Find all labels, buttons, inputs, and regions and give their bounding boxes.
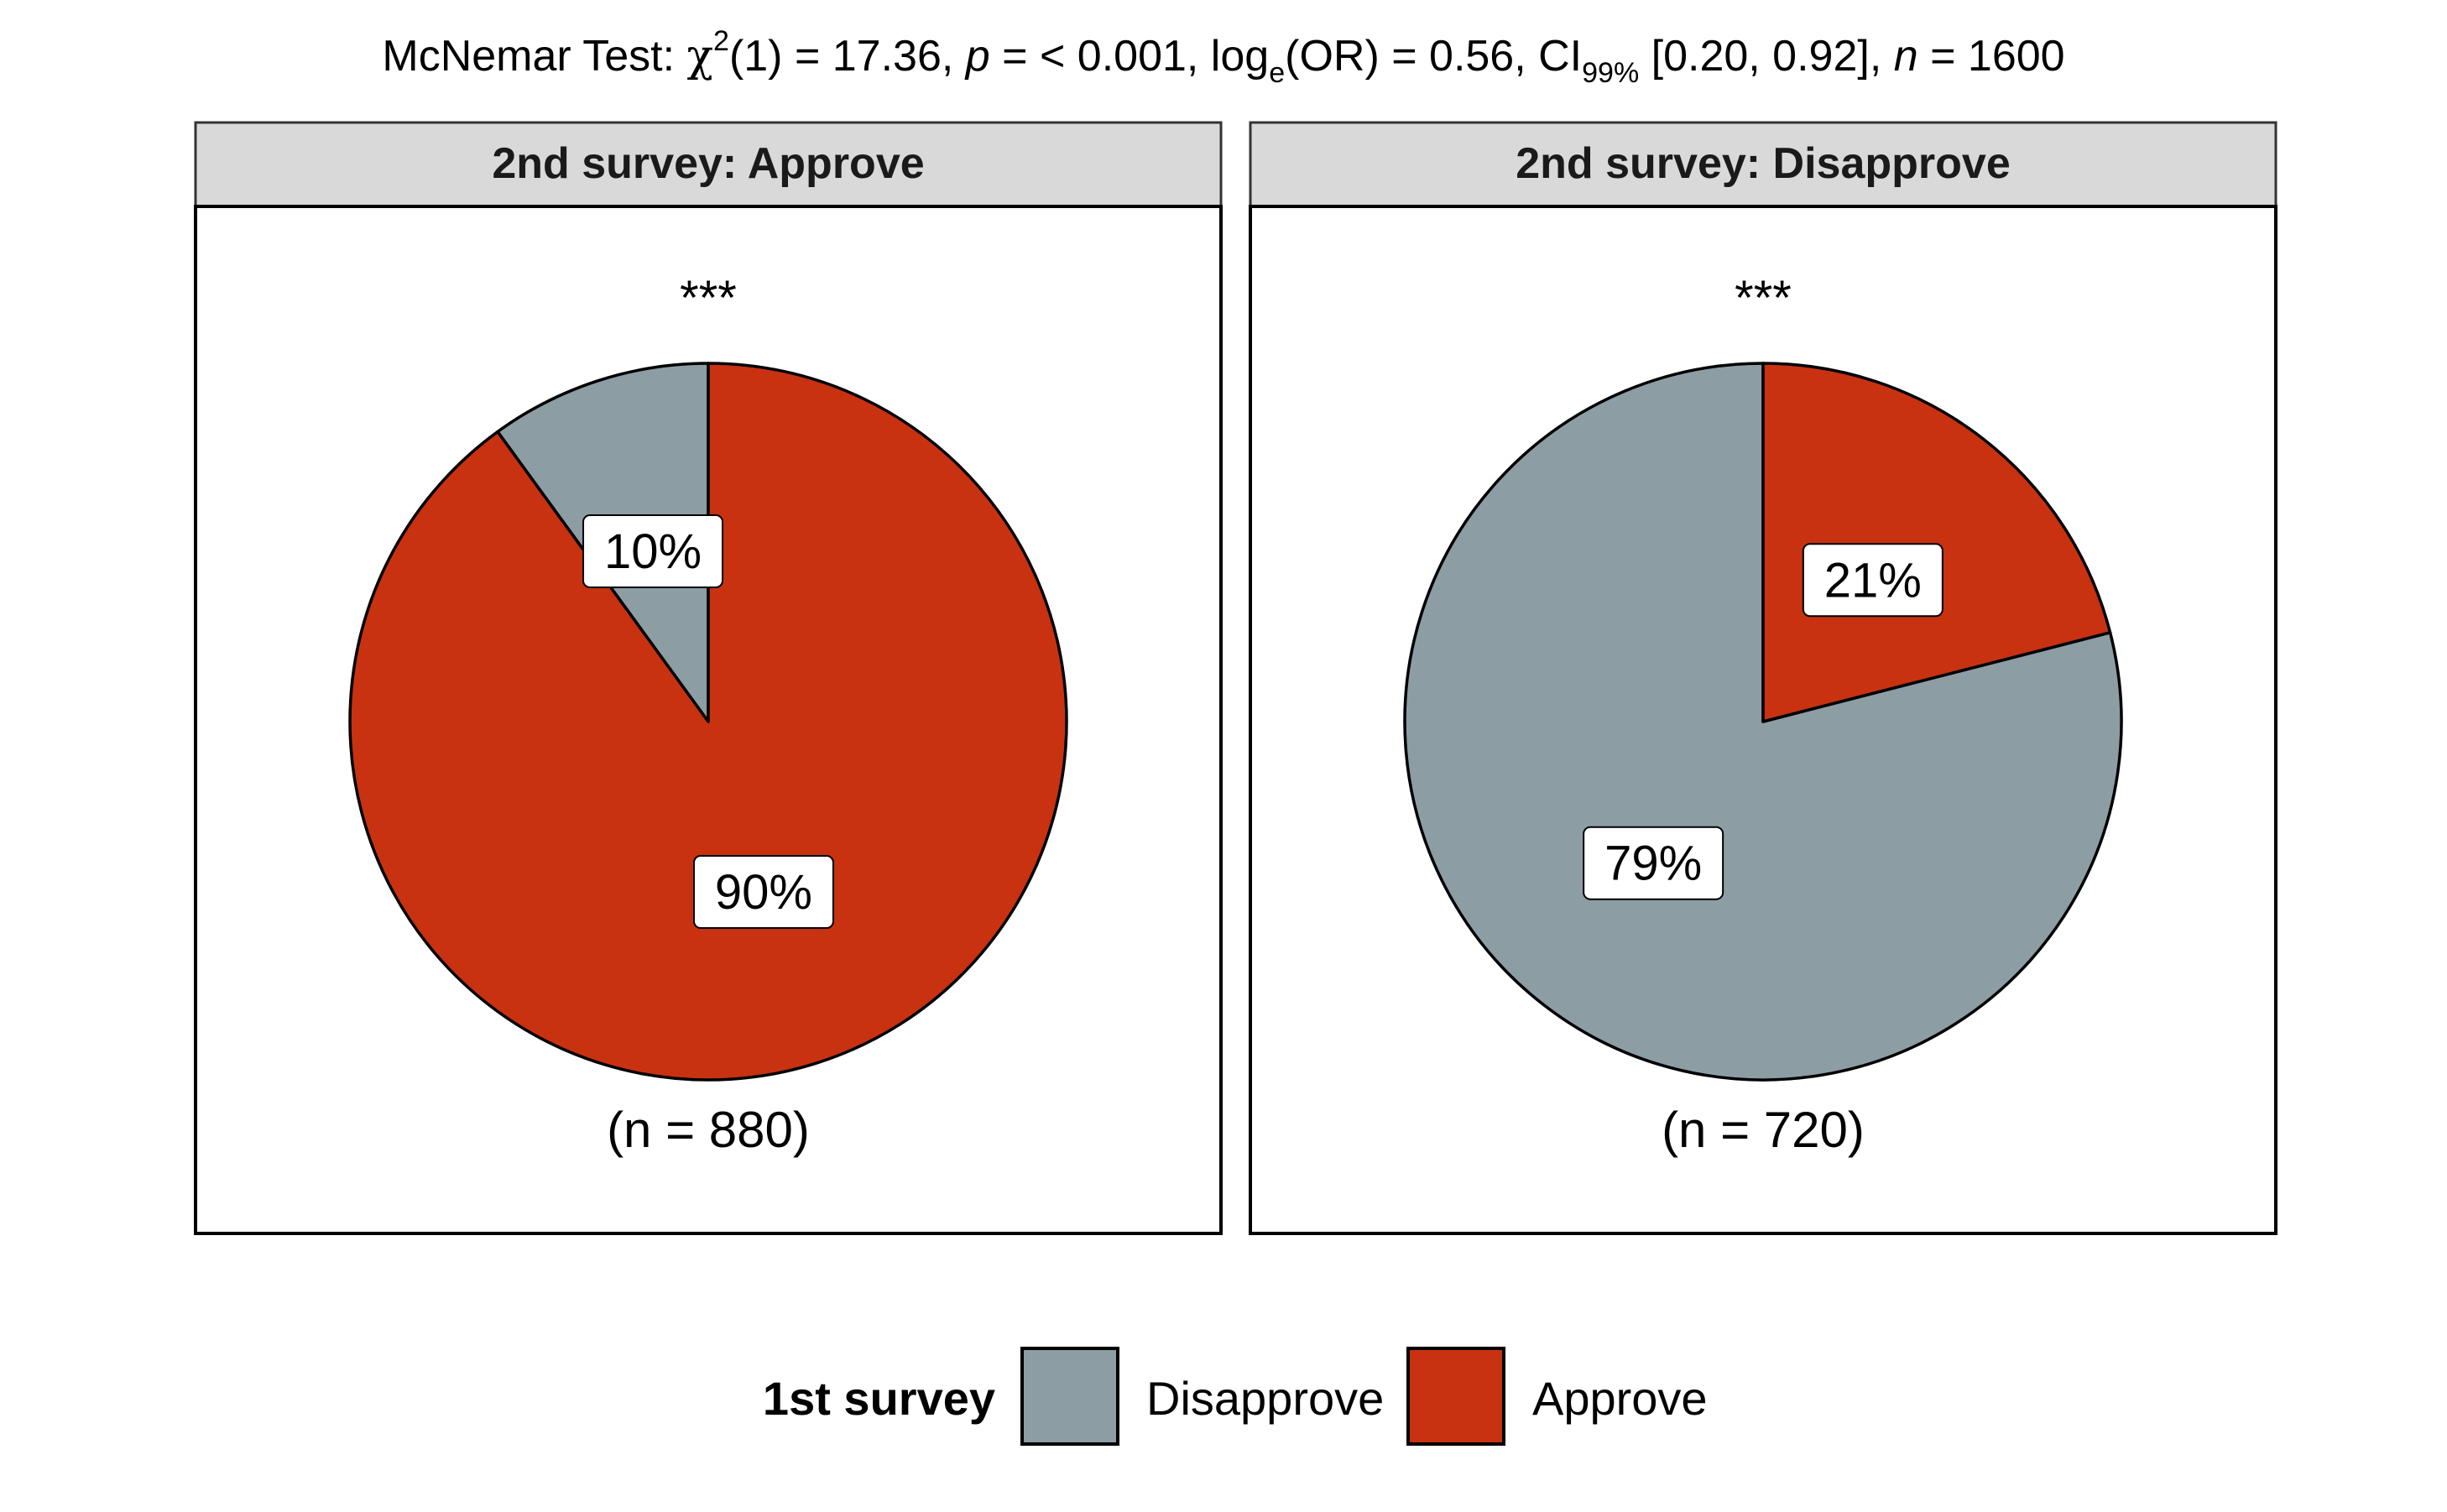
facet-panel-2: 2nd survey: Disapprove 79% 21% *** (n = 720) <box>1249 121 2277 1235</box>
legend-title: 1st survey <box>763 1372 995 1425</box>
pie-slice-approve <box>348 362 1068 1082</box>
slice-label: 90% <box>692 855 834 930</box>
facet-strip-label: 2nd survey: Approve <box>492 139 924 188</box>
sample-size-label: (n = 880) <box>607 1102 810 1158</box>
legend: 1st survey Disapprove Approve <box>763 1347 1708 1446</box>
slice-label: 21% <box>1802 543 1944 618</box>
svg-text:90%: 90% <box>715 865 812 920</box>
legend-key-disapprove <box>1020 1347 1119 1446</box>
significance-label: *** <box>1735 271 1792 326</box>
facet-panel-1: 2nd survey: Approve 10% 90% *** (n = 880) <box>194 121 1223 1235</box>
sample-size-label: (n = 720) <box>1662 1102 1865 1158</box>
pie-slice-approve <box>1761 362 2112 723</box>
legend-key-approve <box>1406 1347 1505 1446</box>
facet-strip-label: 2nd survey: Disapprove <box>1516 139 2011 188</box>
slice-label: 10% <box>582 514 724 588</box>
facet-strip <box>1249 121 2277 208</box>
svg-text:79%: 79% <box>1604 837 1702 891</box>
chart-subtitle: McNemar Test: χ2(1) = 17.36, p = < 0.001… <box>382 25 2064 89</box>
facet-strip <box>194 121 1223 208</box>
significance-label: *** <box>680 271 737 326</box>
legend-label-approve: Approve <box>1532 1372 1708 1425</box>
slice-label: 79% <box>1583 826 1724 900</box>
svg-text:21%: 21% <box>1824 553 1922 607</box>
legend-label-disapprove: Disapprove <box>1146 1372 1384 1425</box>
svg-text:10%: 10% <box>604 524 702 579</box>
